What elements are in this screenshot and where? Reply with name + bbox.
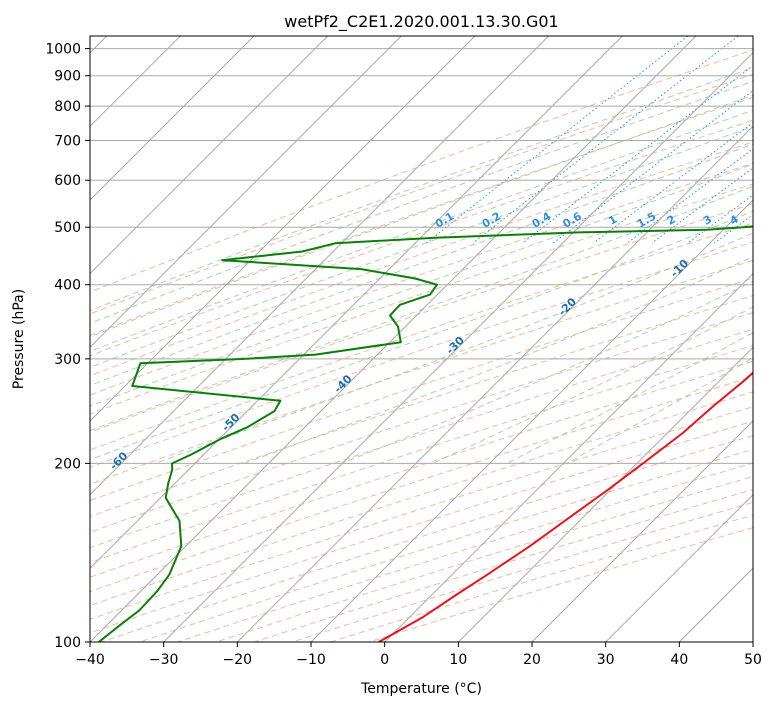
dry-adiabat	[90, 162, 753, 396]
isotherm-line	[90, 36, 550, 496]
mixing-ratio-line	[522, 64, 753, 244]
chart-title: wetPf2_C2E1.2020.001.13.30.G01	[284, 12, 558, 32]
y-axis: 100 200 300 400 500 600 700 800 900 1000	[45, 42, 90, 651]
mixing-ratio-line	[472, 36, 739, 244]
dry-adiabat	[90, 328, 753, 549]
y-tick-label: 300	[54, 352, 81, 368]
y-tick-label: 1000	[45, 42, 81, 58]
x-tick-label: 0	[380, 652, 389, 668]
moist-adiabat	[155, 232, 753, 464]
isotherm-line	[90, 36, 255, 201]
x-tick-label: 30	[597, 652, 615, 668]
y-tick-label: 500	[54, 220, 81, 236]
x-tick-label: 10	[449, 652, 467, 668]
x-tick-label: −10	[296, 652, 326, 668]
sounding-profiles	[98, 225, 753, 642]
dewpoint-line	[98, 225, 753, 642]
temperature-line	[378, 371, 753, 642]
dry-adiabat	[90, 73, 753, 315]
dry-adiabat	[90, 97, 753, 336]
y-axis-label: Pressure (hPa)	[11, 289, 27, 389]
moist-adiabat	[90, 125, 753, 368]
y-tick-label: 700	[54, 133, 81, 149]
x-tick-label: −30	[149, 652, 179, 668]
isotherm-line	[163, 51, 753, 642]
moist-adiabat	[341, 280, 753, 464]
x-tick-label: 20	[523, 652, 541, 668]
y-tick-label: 100	[54, 635, 81, 651]
isotherm-line	[605, 493, 753, 642]
dry-adiabat	[90, 222, 753, 451]
isotherm-line	[384, 272, 753, 642]
y-tick-label: 900	[54, 69, 81, 85]
dry-adiabat	[90, 391, 753, 607]
moist-adiabat	[90, 67, 753, 312]
moist-adiabat	[90, 109, 753, 352]
mixing-ratio-line	[425, 36, 689, 244]
isotherm-line	[90, 36, 329, 275]
dry-adiabat	[90, 49, 753, 293]
y-tick-label: 600	[54, 173, 81, 189]
y-tick-label: 200	[54, 456, 81, 472]
isotherm-line	[90, 36, 697, 642]
dry-adiabat	[90, 203, 753, 433]
isotherm-line	[236, 125, 753, 642]
x-axis: −40 −30 −20 −10 0 10 20 30 40 50	[75, 642, 762, 668]
isotherm-line	[90, 36, 402, 349]
isotherm-line	[90, 36, 476, 422]
y-tick-label: 800	[54, 99, 81, 115]
dry-adiabat	[90, 141, 753, 377]
x-axis-label: Temperature (°C)	[360, 681, 482, 697]
moist-adiabat	[90, 163, 753, 407]
x-tick-label: 40	[670, 652, 688, 668]
isotherm-line	[90, 36, 623, 570]
x-tick-label: 50	[744, 652, 762, 668]
isotherm-line	[310, 199, 753, 642]
moist-adiabat	[243, 256, 753, 464]
moist-adiabat	[432, 306, 753, 464]
x-tick-label: −20	[223, 652, 253, 668]
y-tick-label: 400	[54, 278, 81, 294]
plot-frame	[89, 35, 754, 643]
dry-adiabat	[90, 360, 753, 578]
mixing-ratio-line	[593, 121, 753, 244]
x-tick-label: −40	[75, 652, 105, 668]
isotherm-line	[531, 420, 753, 642]
moist-adiabat	[90, 80, 753, 324]
dry-adiabat	[90, 312, 753, 533]
isotherm-line	[457, 346, 753, 642]
dry-adiabat	[90, 277, 753, 502]
background-lines	[90, 36, 753, 642]
